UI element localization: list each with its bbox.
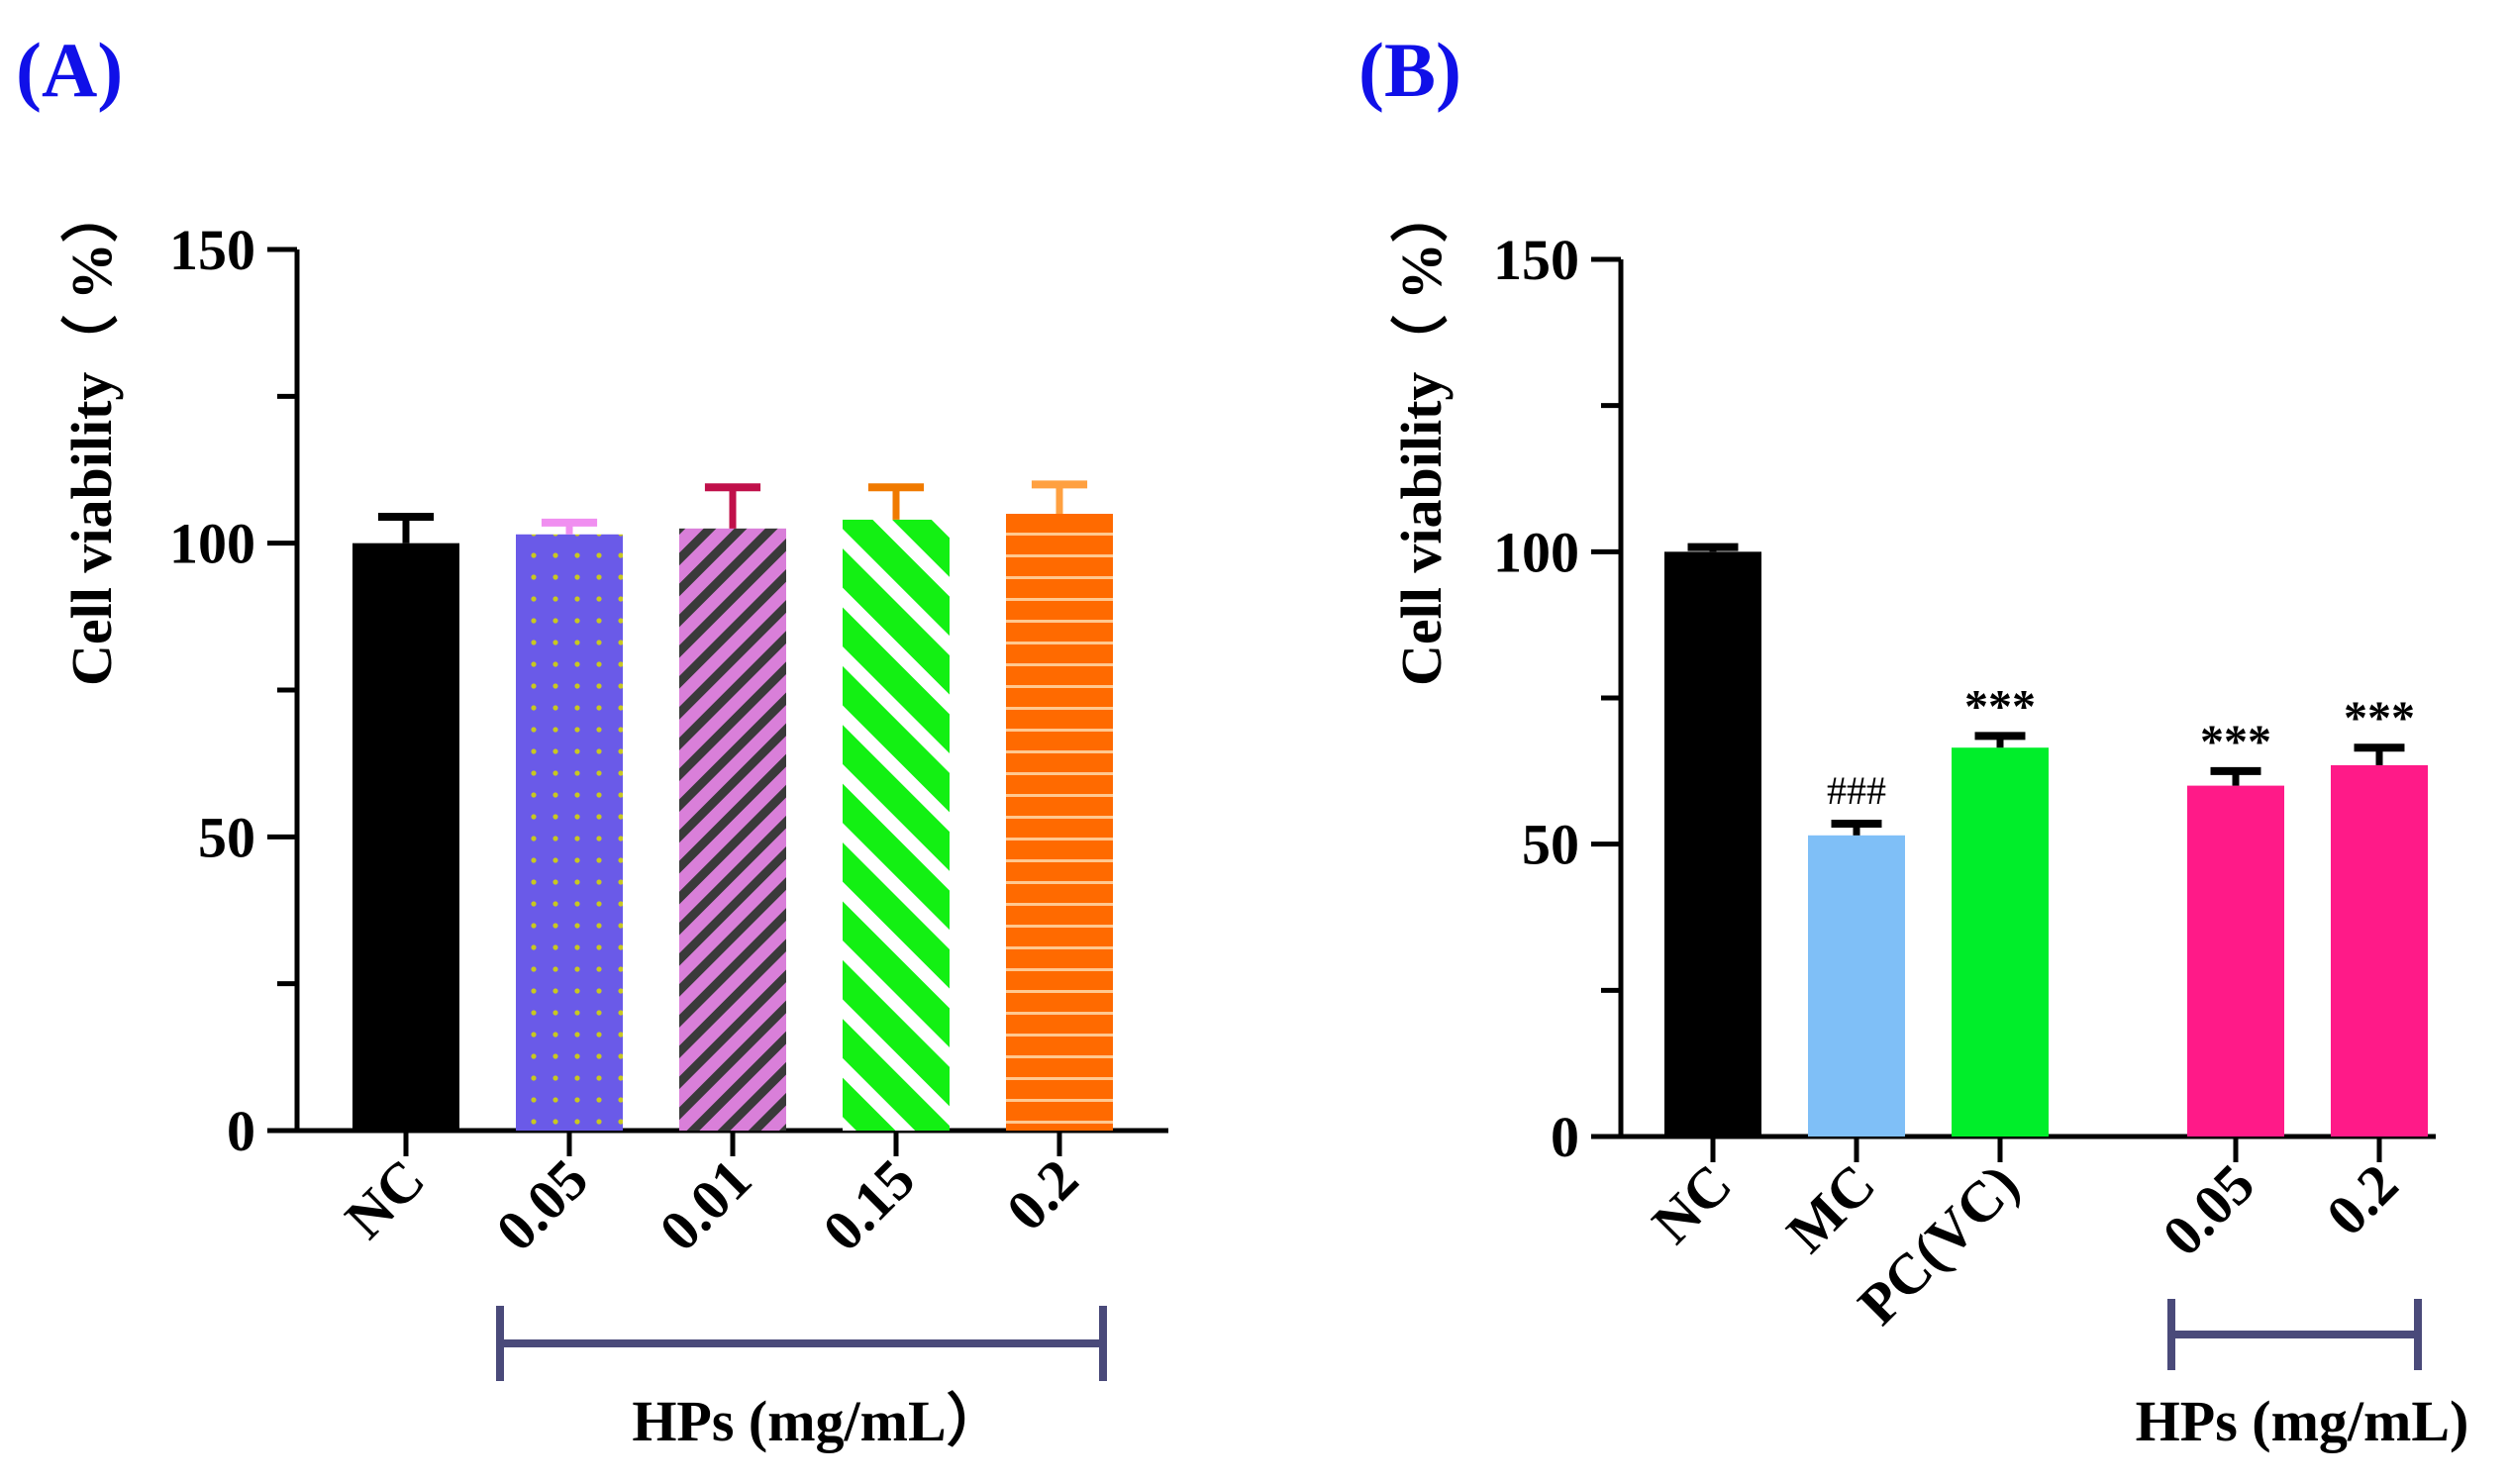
panel-b-category-label: 0.05 (2150, 1151, 2266, 1268)
panel-a-y-tick-label: 0 (227, 1099, 255, 1163)
panel-a-bar-0-2 (1006, 514, 1113, 1131)
panel-b-bar-0-2 (2331, 764, 2428, 1137)
panel-b-bars (1664, 551, 2428, 1137)
panel-a-category-label: 0.15 (810, 1146, 927, 1263)
panel-b-y-tick-label: 0 (1551, 1105, 1579, 1169)
panel-b-bar-pc-vc- (1952, 747, 2049, 1137)
panel-a-y-axis-title: Cell viability（ %） (59, 185, 124, 686)
panel-b-y-axis-title: Cell viability（ %） (1389, 185, 1454, 686)
panel-a-chart: (A) 0 50 100 150 Cell viability（ %） NC 0.05 0… (16, 27, 1168, 1453)
panel-b-group-label: HPs (mg/mL) (2136, 1389, 2469, 1453)
panel-b-significance-label: ### (1827, 768, 1886, 813)
panel-a-group-bracket (496, 1306, 1107, 1381)
panel-b-significance-labels: ### *** *** *** (1827, 680, 2415, 813)
panel-b-y-tick-label: 50 (1522, 813, 1579, 877)
panel-a-bars (352, 514, 1113, 1131)
panel-b-bar-0-05 (2187, 785, 2284, 1137)
panel-a-y-ticks: 0 50 100 150 (169, 218, 297, 1163)
panel-b-y-tick-label: 150 (1493, 228, 1579, 292)
panel-a-y-tick-label: 100 (169, 512, 255, 576)
panel-b-category-label: NC (1640, 1151, 1744, 1255)
panel-a-label: (A) (16, 27, 123, 113)
panel-a-category-label: 0.2 (994, 1146, 1090, 1242)
panel-b-category-label: 0.2 (2314, 1151, 2410, 1247)
panel-b-error-bars (1687, 543, 2405, 836)
panel-b-chart: (B) 0 50 100 150 Cell viability（ %） ### *** *… (1358, 27, 2468, 1453)
panel-b-label: (B) (1358, 27, 1461, 113)
panel-a-category-label: 0.05 (483, 1146, 600, 1263)
panel-b-bar-mc (1808, 835, 1905, 1137)
panel-b-group-bracket (2167, 1299, 2422, 1370)
panel-b-bar-nc (1664, 551, 1761, 1137)
panel-a-bar-0-05 (516, 534, 623, 1131)
panel-a-category-label: 0.01 (647, 1146, 763, 1263)
panel-a-bar-nc (352, 543, 459, 1131)
panel-a-bar-0-01 (679, 528, 786, 1131)
panel-a-y-tick-label: 50 (198, 805, 255, 869)
panel-b-y-tick-label: 100 (1493, 520, 1579, 584)
panel-a-y-tick-label: 150 (169, 218, 255, 282)
panel-a-bar-0-15 (843, 519, 950, 1131)
panel-b-significance-label: *** (2200, 716, 2271, 768)
panel-b-category-label: MC (1774, 1151, 1887, 1264)
panel-a-category-labels: NC 0.05 0.01 0.15 0.2 (333, 1131, 1090, 1263)
panel-a-group-label: HPs (mg/mL） (632, 1389, 1003, 1453)
panel-b-category-label: PC(VC) (1846, 1151, 2031, 1336)
panel-b-significance-label: *** (1964, 680, 2036, 733)
panel-a-error-bars (377, 480, 1088, 544)
panel-a-category-label: NC (333, 1146, 437, 1250)
panel-b-significance-label: *** (2344, 692, 2415, 744)
panel-b-y-ticks: 0 50 100 150 (1493, 228, 1621, 1169)
